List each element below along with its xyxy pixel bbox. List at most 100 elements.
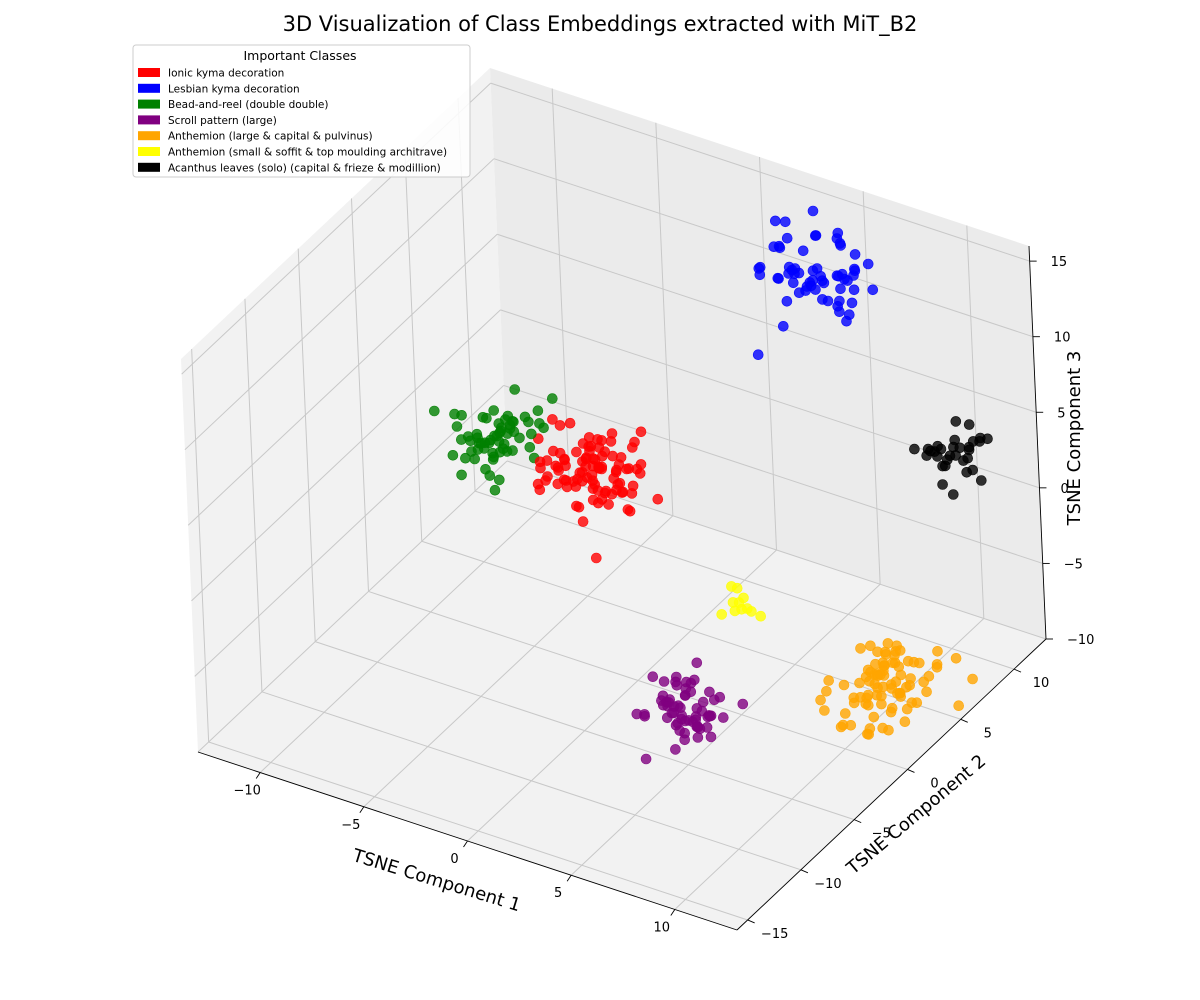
x-grid-back [862, 191, 881, 585]
y-grid-floor [421, 540, 961, 720]
legend-items: Ionic kyma decoration Lesbian kyma decora… [138, 68, 447, 174]
point-series-2 [534, 418, 545, 429]
point-series-3 [679, 715, 691, 727]
point-series-2 [497, 443, 509, 455]
point-series-4 [837, 719, 849, 731]
z-grid-left [187, 233, 498, 526]
y-tick-label: −10 [814, 877, 841, 892]
point-series-0 [534, 484, 546, 496]
x-tick-mark [566, 874, 572, 882]
point-series-0 [586, 469, 598, 481]
point-series-3 [701, 722, 713, 733]
point-series-2 [502, 410, 514, 422]
point-series-4 [865, 640, 876, 652]
y-grid-floor [368, 590, 908, 770]
x-tick-mark [359, 806, 365, 814]
point-series-2 [509, 384, 521, 395]
point-series-1 [781, 295, 793, 307]
x-tick-mark [255, 772, 261, 779]
point-series-0 [635, 459, 647, 470]
point-series-1 [787, 277, 799, 289]
point-series-3 [658, 676, 670, 687]
x-grid-floor [570, 583, 881, 876]
point-series-5 [746, 606, 757, 617]
point-series-6 [975, 475, 987, 486]
point-series-4 [950, 652, 962, 664]
point-series-1 [831, 270, 843, 282]
point-series-3 [737, 698, 749, 710]
point-series-2 [460, 452, 471, 464]
y-tick-label: −15 [761, 927, 788, 942]
legend-label: Anthemion (large & capital & pulvinus) [168, 131, 373, 143]
point-series-3 [692, 721, 703, 732]
legend-label: Bead-and-reel (double double) [168, 99, 328, 111]
point-series-2 [484, 470, 496, 481]
point-series-6 [937, 479, 948, 490]
axes [197, 245, 1053, 931]
y-grid-floor [261, 691, 802, 871]
point-series-5 [738, 592, 749, 604]
point-series-4 [931, 661, 943, 673]
point-series-4 [862, 699, 874, 711]
x-tick-label: −5 [341, 818, 360, 833]
point-series-2 [489, 484, 501, 496]
left-wall-pane [181, 68, 507, 752]
point-series-4 [872, 646, 883, 658]
point-series-0 [592, 485, 604, 496]
point-series-4 [918, 676, 930, 688]
legend: Important Classes Ionic kyma decoration L… [132, 44, 471, 178]
point-series-4 [868, 711, 880, 723]
point-series-3 [647, 671, 659, 683]
point-series-0 [552, 462, 564, 473]
point-series-1 [835, 283, 846, 295]
point-series-2 [525, 428, 537, 440]
point-series-0 [623, 463, 635, 474]
legend-label: Acanthus leaves (solo) (capital & frieze… [168, 162, 441, 174]
point-series-1 [769, 215, 781, 227]
point-series-5 [755, 610, 767, 622]
point-series-0 [547, 445, 559, 457]
point-series-0 [564, 417, 576, 429]
z-grid-left [197, 460, 508, 753]
point-series-4 [895, 669, 907, 681]
point-series-6 [950, 416, 962, 427]
data-points [428, 205, 993, 765]
legend-label: Anthemion (small & soffit & top moulding… [168, 147, 447, 159]
point-series-3 [631, 708, 643, 720]
point-series-3 [679, 690, 691, 701]
point-series-2 [508, 426, 520, 438]
point-series-3 [704, 686, 715, 698]
point-series-1 [777, 320, 789, 332]
point-series-3 [705, 731, 717, 743]
point-series-0 [534, 456, 546, 468]
point-series-0 [634, 468, 646, 479]
point-series-4 [901, 703, 913, 715]
point-series-4 [870, 658, 881, 670]
x-grid-back [551, 88, 570, 482]
legend-swatch [138, 147, 160, 156]
y-grid-left [191, 348, 210, 742]
point-series-4 [872, 682, 883, 694]
point-series-1 [752, 349, 764, 361]
point-series-4 [932, 645, 943, 657]
point-series-4 [815, 694, 826, 706]
point-series-6 [925, 445, 936, 457]
point-series-0 [608, 473, 620, 484]
point-series-0 [571, 446, 582, 458]
x-tick-label: −10 [233, 784, 260, 799]
point-series-1 [783, 268, 794, 279]
point-series-0 [540, 475, 551, 486]
point-series-4 [886, 683, 898, 694]
point-series-0 [605, 436, 617, 447]
point-series-5 [727, 597, 739, 608]
x-tick-mark [463, 840, 468, 848]
point-series-0 [577, 516, 589, 527]
point-series-6 [963, 444, 975, 456]
z-grid-left [191, 309, 501, 602]
legend-label: Lesbian kyma decoration [168, 83, 300, 95]
point-series-1 [822, 295, 834, 307]
point-series-6 [982, 433, 993, 445]
point-series-6 [967, 464, 979, 476]
point-series-2 [507, 445, 518, 456]
